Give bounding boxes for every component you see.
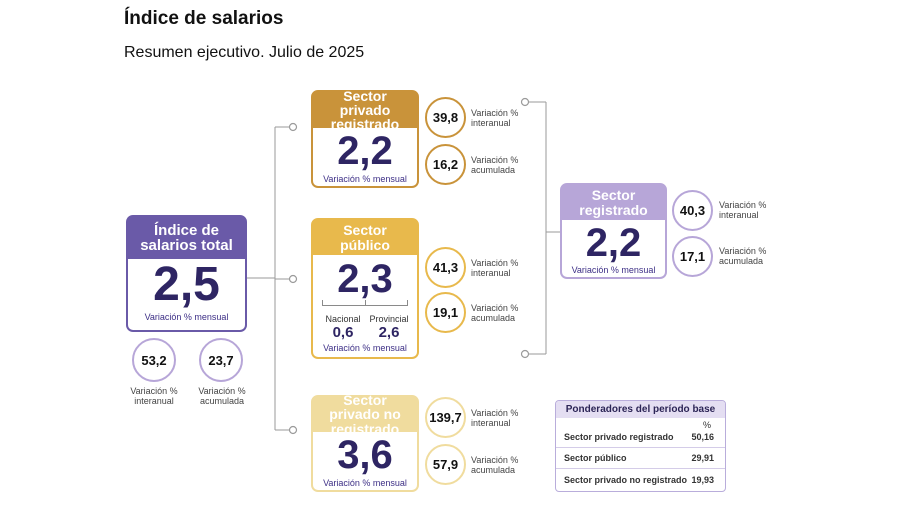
publico-interanual-circle: 41,3 [425, 247, 466, 288]
card-no-registrado-header: Sector privado no registrado [313, 393, 417, 436]
weights-row-divider [556, 447, 725, 448]
card-no-registrado: Sector privado no registrado 3,6 Variaci… [311, 393, 419, 492]
card-registrado-header: Sector registrado [562, 185, 665, 220]
publico-nacional-value: 0,6 [332, 324, 354, 341]
publico-interanual-label: Variación % interanual [471, 258, 519, 279]
weights-table: Ponderadores del período base % Sector p… [555, 400, 726, 492]
total-interanual-label: Variación % interanual [130, 386, 178, 407]
card-no-registrado-caption: Variación % mensual [323, 478, 407, 488]
page-title: Índice de salarios [124, 8, 284, 29]
privado-acumulada-circle: 16,2 [425, 144, 466, 185]
publico-acumulada-circle: 19,1 [425, 292, 466, 333]
weights-row-value: 19,93 [691, 475, 714, 485]
no-registrado-acumulada-circle: 57,9 [425, 444, 466, 485]
connector-node [288, 425, 298, 435]
card-privado-caption: Variación % mensual [323, 174, 407, 184]
card-privado: Sector privado registrado 2,2 Variación … [311, 88, 419, 188]
weights-row-label: Sector privado registrado [564, 432, 674, 442]
weights-table-title: Ponderadores del período base [556, 401, 725, 418]
registrado-interanual-label: Variación % interanual [719, 200, 767, 221]
no-registrado-acumulada-label: Variación % acumulada [471, 455, 519, 476]
card-publico-header: Sector público [313, 220, 417, 255]
card-privado-header: Sector privado registrado [313, 88, 417, 131]
card-publico-value: 2,3 [337, 257, 393, 301]
page-subtitle: Resumen ejecutivo. Julio de 2025 [124, 44, 365, 61]
connector-node [288, 122, 298, 132]
total-interanual-circle: 53,2 [132, 338, 176, 382]
publico-provincial-label: Provincial [369, 314, 409, 324]
publico-acumulada-label: Variación % acumulada [471, 303, 519, 324]
privado-acumulada-label: Variación % acumulada [471, 155, 519, 176]
card-total-value: 2,5 [153, 258, 220, 311]
card-privado-value: 2,2 [337, 129, 393, 173]
weights-table-unit: % [702, 420, 711, 430]
card-total-caption: Variación % mensual [144, 312, 229, 322]
publico-nacional-label: Nacional [325, 314, 361, 324]
privado-interanual-circle: 39,8 [425, 97, 466, 138]
card-registrado: Sector registrado 2,2 Variación % mensua… [560, 183, 667, 279]
no-registrado-interanual-circle: 139,7 [425, 397, 466, 438]
privado-interanual-label: Variación % interanual [471, 108, 519, 129]
registrado-acumulada-circle: 17,1 [672, 236, 713, 277]
card-no-registrado-value: 3,6 [337, 433, 393, 477]
registrado-interanual-circle: 40,3 [672, 190, 713, 231]
weights-row-divider [556, 468, 725, 469]
weights-row-value: 29,91 [691, 453, 714, 463]
card-registrado-value: 2,2 [585, 221, 642, 265]
publico-provincial-value: 2,6 [378, 324, 400, 341]
no-registrado-interanual-label: Variación % interanual [471, 408, 519, 429]
registrado-acumulada-label: Variación % acumulada [719, 246, 767, 267]
connector-node [288, 274, 298, 284]
card-registrado-caption: Variación % mensual [571, 265, 656, 275]
card-total-header: Índice de salarios total [128, 217, 245, 259]
total-acumulada-label: Variación % acumulada [198, 386, 246, 407]
weights-row-label: Sector público [564, 453, 627, 463]
card-publico: Sector público 2,3 Nacional Provincial 0… [311, 218, 419, 359]
card-publico-caption: Variación % mensual [323, 343, 407, 353]
connector-node [520, 349, 530, 359]
publico-breakdown-tick [365, 300, 366, 306]
weights-row-label: Sector privado no registrado [564, 475, 688, 485]
weights-row-value: 50,16 [691, 432, 714, 442]
card-total: Índice de salarios total 2,5 Variación %… [126, 215, 247, 332]
connector-node [520, 97, 530, 107]
total-acumulada-circle: 23,7 [199, 338, 243, 382]
